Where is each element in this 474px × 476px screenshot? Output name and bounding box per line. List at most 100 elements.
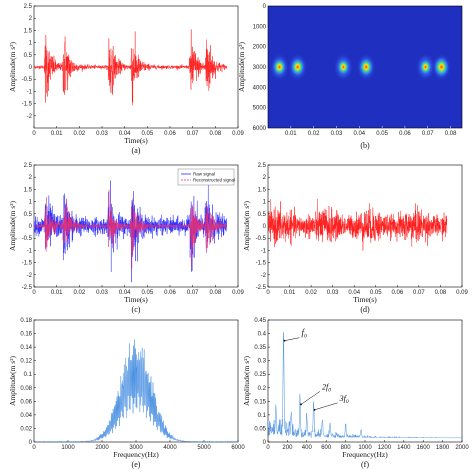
y-tick-label: 0: [263, 224, 267, 230]
annotation-arrow: [300, 391, 321, 405]
x-tick-label: 0.07: [422, 131, 434, 137]
chart-panel-d: 0 0.01 0.02 0.03 0.04 0.05 0.06 0.07 0.08 0.09 -2.…: [242, 163, 468, 314]
y-tick-label: -1: [261, 248, 267, 254]
spectrum-line: [267, 332, 463, 439]
heatmap-hotspot: [337, 59, 350, 75]
y-axis-label: Amplitude(m s²): [8, 201, 17, 251]
y-tick-label: 2: [29, 16, 33, 22]
y-tick-label: 0: [29, 65, 33, 71]
chart-panel-f: 0 200 400 600 800 1000 1200 1400 1600 1800 2000 0 0.…: [242, 318, 469, 469]
y-axis-label: Amplitude(m s²): [8, 42, 17, 92]
x-axis-label: Time(s): [353, 295, 377, 304]
y-tick-label: 0.14: [20, 345, 32, 351]
y-tick-label: 0.16: [20, 332, 32, 338]
y-tick-label: -1.5: [22, 261, 33, 267]
y-tick-label: 0.12: [20, 359, 32, 365]
y-axis-label: Amplitude(m s²): [242, 201, 251, 251]
heatmap-hotspot: [272, 58, 287, 76]
y-tick-label: 1.5: [24, 187, 33, 193]
y-tick-label: 0: [263, 4, 267, 10]
x-tick-label: 0.09: [232, 131, 244, 137]
x-tick-label: 0: [32, 445, 36, 451]
y-tick-label: -0.5: [22, 77, 33, 83]
x-tick-label: 1400: [397, 445, 411, 451]
peak-annotation: f0: [302, 328, 308, 340]
panel-caption: (c): [132, 305, 141, 314]
y-tick-label: 2: [263, 175, 267, 181]
x-tick-label: 0.02: [73, 290, 85, 296]
x-tick-label: 0.08: [209, 290, 221, 296]
y-tick-label: 0.18: [20, 318, 32, 324]
y-tick-label: 0.02: [20, 426, 32, 432]
y-tick-label: -1.5: [22, 102, 33, 108]
x-tick-label: 0.02: [305, 290, 317, 296]
x-tick-label: 0.05: [141, 131, 153, 137]
chart-panel-b: 0.01 0.02 0.03 0.04 0.05 0.06 0.07 0.08 0 1000 200…: [237, 4, 463, 150]
x-tick-label: 5000: [197, 445, 211, 451]
x-tick-label: 0.06: [391, 290, 403, 296]
annotation-arrow: [314, 402, 338, 411]
x-tick-label: 0.01: [285, 131, 297, 137]
y-tick-label: 0: [29, 224, 33, 230]
x-tick-label: 0.05: [141, 290, 153, 296]
x-tick-label: 400: [302, 445, 313, 451]
heatmap-hotspot: [433, 57, 449, 77]
y-tick-label: 1.5: [258, 187, 267, 193]
x-tick-label: 4000: [163, 445, 177, 451]
x-tick-label: 3000: [129, 445, 143, 451]
y-tick-label: 0.1: [24, 372, 33, 378]
legend-label-reconstructed: Reconstructed signal: [193, 178, 235, 183]
spectrum-line: [33, 339, 239, 443]
x-tick-label: 0.03: [96, 131, 108, 137]
y-tick-label: 0.15: [254, 399, 266, 405]
y-tick-label: 0.5: [24, 212, 33, 218]
x-tick-label: 0: [32, 290, 36, 296]
y-tick-label: 1: [263, 200, 267, 206]
y-tick-label: -0.5: [256, 236, 267, 242]
y-tick-label: 1: [29, 200, 33, 206]
y-tick-label: 1.5: [24, 28, 33, 34]
x-tick-label: 0.05: [370, 290, 382, 296]
x-tick-label: 0.03: [96, 290, 108, 296]
y-tick-label: 0.1: [258, 413, 267, 419]
y-tick-label: 1000: [253, 24, 267, 30]
y-tick-label: 0.35: [254, 345, 266, 351]
x-tick-label: 0.02: [73, 131, 85, 137]
x-tick-label: 0.07: [413, 290, 425, 296]
y-tick-label: 0.5: [258, 212, 267, 218]
x-tick-label: 0.05: [376, 131, 388, 137]
y-tick-label: 0.3: [258, 359, 267, 365]
x-tick-label: 0.04: [348, 290, 360, 296]
y-axis-label: Amplitude(m s²): [237, 42, 246, 92]
y-tick-label: 0: [263, 440, 267, 446]
heatmap-hotspot: [290, 57, 305, 77]
x-tick-label: 1000: [61, 445, 75, 451]
x-tick-label: 0.03: [331, 131, 343, 137]
y-tick-label: 0.04: [20, 413, 32, 419]
y-tick-label: -2: [261, 273, 267, 279]
x-tick-label: 0.08: [209, 131, 221, 137]
x-tick-label: 0.01: [284, 290, 296, 296]
annotation-arrowhead: [283, 339, 286, 342]
signal-line: [33, 29, 227, 106]
legend-box: [177, 168, 235, 186]
y-tick-label: 0.2: [258, 386, 267, 392]
y-tick-label: -2.5: [256, 285, 267, 291]
x-axis-label: Frequency(Hz): [342, 450, 388, 459]
x-tick-label: 0: [266, 445, 270, 451]
x-tick-label: 0.03: [327, 290, 339, 296]
y-tick-label: 0.45: [254, 318, 266, 324]
chart-panel-c: 0 0.01 0.02 0.03 0.04 0.05 0.06 0.07 0.08 0.09 -2.…: [8, 163, 244, 314]
y-tick-label: 3000: [253, 65, 267, 71]
x-axis-label: Time(s): [124, 295, 148, 304]
legend-label-raw: Raw signal: [193, 172, 215, 177]
chart-panel-e: 0 1000 2000 3000 4000 5000 6000 0 0.02 0.04 0.06 0.…: [8, 318, 245, 469]
x-tick-label: 200: [282, 445, 293, 451]
x-tick-label: 0.02: [308, 131, 320, 137]
peak-annotation: 2f0: [322, 382, 331, 393]
x-tick-label: 0.06: [164, 290, 176, 296]
x-tick-label: 0.01: [51, 131, 63, 137]
residual-signal-line: [267, 199, 448, 251]
y-tick-label: 2.5: [24, 4, 33, 10]
